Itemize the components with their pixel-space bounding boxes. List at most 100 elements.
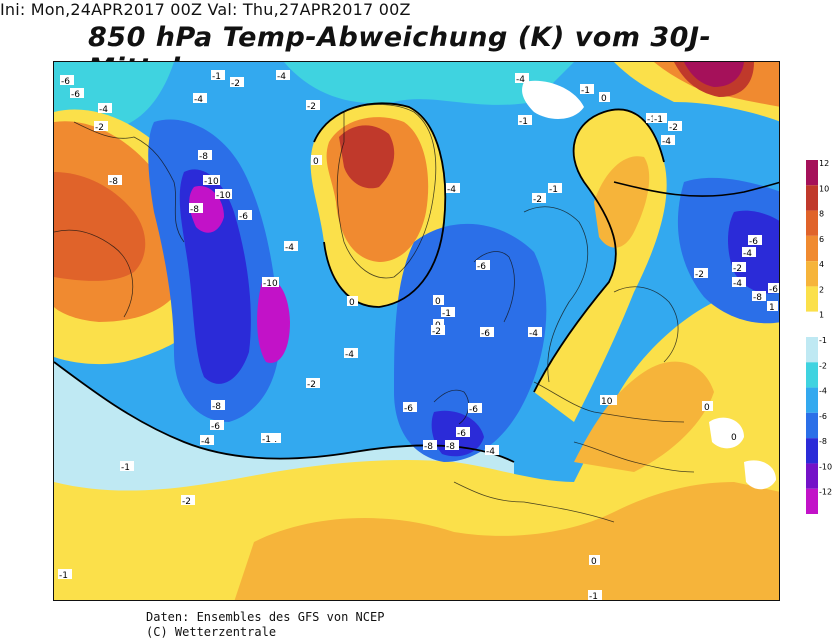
map-title: 850 hPa Temp-Abweichung (K) vom 30J-Mitt… (88, 22, 712, 84)
zone-pale-mid (54, 362, 514, 492)
map-label: -8 (752, 291, 766, 303)
svg-text:-4: -4 (447, 185, 456, 195)
map-label: -10 (215, 189, 232, 201)
map-label: -8 (423, 440, 437, 452)
svg-text:-1: -1 (654, 115, 663, 125)
map-label: -6 (768, 283, 779, 295)
legend-label: -10 (819, 462, 832, 471)
svg-text:-6: -6 (749, 237, 758, 247)
legend-label: -12 (819, 488, 832, 497)
map-label: -6 (456, 427, 470, 439)
map-label: -1 (518, 115, 532, 127)
svg-text:-6: -6 (71, 90, 80, 100)
legend-colorbar: 12 10 8 6 4 2 1 -1 -2 -4 -6 -8 -10 -12 (806, 160, 832, 514)
svg-text:-8: -8 (424, 442, 433, 452)
map-label: 1 (767, 301, 778, 313)
map-label: -8 (198, 150, 212, 162)
zone-cold-europe (394, 223, 547, 462)
map-label: -6 (468, 403, 482, 415)
legend-segment: 12 (806, 160, 829, 186)
legend-label: 12 (819, 160, 829, 168)
map-label: 0 (433, 295, 444, 307)
svg-text:10: 10 (601, 397, 613, 407)
legend-segment: -4 (806, 387, 827, 413)
map-label: -4 (284, 241, 298, 253)
map-label: -4 (276, 70, 290, 82)
svg-text:-1: -1 (442, 309, 451, 319)
legend-segment: 2 (806, 285, 824, 312)
map-label: 0 (347, 296, 358, 308)
init-valid-time: Ini: Mon,24APR2017 00Z Val: Thu,27APR201… (0, 0, 411, 19)
zone-cold-core-violet1 (257, 279, 290, 363)
isoline-labels: -6 -6 -4 -2 -8 -10 -10 -8 -6 -4 -10 -8 -… (58, 70, 779, 601)
map-label: -1 (211, 70, 225, 82)
map-label: -6 (238, 210, 252, 222)
map-label: -4 (193, 93, 207, 105)
anomaly-map: -6 -6 -4 -2 -8 -10 -10 -8 -6 -4 -10 -8 -… (53, 61, 780, 601)
map-label: 0 (702, 401, 713, 413)
zone-warm-west-darkorange (54, 172, 146, 281)
svg-text:-2: -2 (182, 497, 191, 507)
legend-swatch (806, 438, 818, 464)
legend-label: 8 (819, 210, 824, 219)
zero-contour-1 (54, 361, 515, 463)
svg-text:-6: -6 (61, 77, 70, 87)
map-label: -1 (653, 113, 667, 125)
map-label: 0 (589, 555, 600, 567)
legend-swatch (806, 362, 818, 388)
map-label: -4 (661, 135, 675, 147)
legend-segment: -12 (806, 488, 832, 514)
map-label: -4 (528, 327, 542, 339)
legend-swatch (806, 235, 818, 262)
legend-label: -2 (819, 361, 827, 370)
legend-segment: -1 (806, 336, 827, 363)
map-label: -2 (431, 325, 445, 337)
svg-text:-4: -4 (733, 279, 742, 289)
map-label: -2 (306, 100, 320, 112)
legend-swatch (806, 286, 818, 312)
legend-segment: 4 (806, 260, 824, 287)
map-label: -8 (445, 440, 459, 452)
zero-contour-4 (613, 181, 779, 197)
legend-segment: -10 (806, 462, 832, 489)
legend-swatch (806, 210, 818, 236)
map-label: -6 (60, 75, 74, 87)
svg-text:-1: -1 (262, 435, 271, 445)
map-label: 0 (311, 155, 322, 167)
map-label: -6 (476, 260, 490, 272)
svg-text:-1: -1 (589, 592, 598, 601)
legend-label: -6 (819, 412, 827, 421)
legend-swatch (806, 160, 818, 186)
svg-text:0: 0 (601, 94, 607, 104)
data-source-note: Daten: Ensembles des GFS von NCEP (146, 610, 385, 624)
legend-swatch (806, 311, 818, 337)
map-label: -1 (588, 590, 602, 601)
map-label: -4 (485, 445, 499, 457)
map-label: -1 (58, 569, 72, 581)
svg-text:-4: -4 (516, 75, 525, 85)
legend-segment: 6 (806, 235, 824, 262)
svg-text:-1: -1 (519, 117, 528, 127)
legend-label: -8 (819, 437, 827, 446)
map-label: -2 (694, 268, 708, 280)
svg-text:0: 0 (591, 557, 597, 567)
map-label: -1 (548, 183, 562, 195)
map-label: -2 (306, 378, 320, 390)
legend-swatch (806, 337, 818, 363)
zone-warm-south-orange2 (574, 361, 714, 472)
map-label: -2 (230, 77, 244, 89)
zone-light-cyan-north (284, 62, 574, 105)
map-label: -6 (210, 420, 224, 432)
zone-warm-greenland-red (339, 125, 395, 189)
map-label: -4 (732, 277, 746, 289)
svg-text:-10: -10 (204, 177, 219, 187)
svg-text:-4: -4 (529, 329, 538, 339)
legend-segment: -6 (806, 412, 827, 439)
footer: Daten: Ensembles des GFS von NCEP (C) We… (146, 610, 384, 640)
svg-text:-6: -6 (481, 329, 490, 339)
map-label: -10 (203, 175, 220, 187)
svg-text:-4: -4 (99, 105, 108, 115)
map-label: -6 (403, 402, 417, 414)
map-label: -1 (120, 461, 134, 473)
svg-text:1: 1 (769, 303, 775, 313)
